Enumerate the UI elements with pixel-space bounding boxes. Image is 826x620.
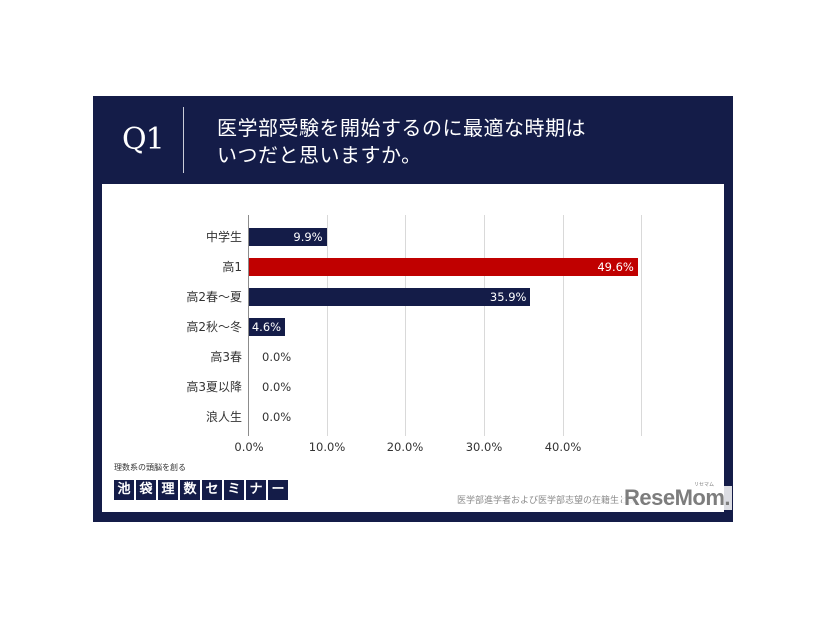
bar: 4.6% [249,318,286,336]
x-tick-label: 10.0% [308,440,346,454]
header-divider [183,107,184,173]
gridline-20 [405,215,406,436]
bar-highlight: 49.6% [249,258,638,276]
category-label: 浪人生 [205,410,242,424]
source-footnote: 医学部進学者および医学部志望の在籍生と保 [457,496,638,506]
bar-value-label: 0.0% [262,410,292,424]
title-line-2: いつだと思いますか。 [217,143,422,167]
x-tick-label: 40.0% [544,440,582,454]
category-label: 高1 [222,260,242,274]
brand-tagline: 理数系の頭脳を創る [114,463,186,472]
y-axis-line [248,215,249,436]
brand-name: 池 袋 理 数 セ ミ ナ ー [114,480,288,500]
brand-char: ミ [224,480,244,500]
bar: 9.9% [249,228,327,246]
x-tick-label: 30.0% [465,440,503,454]
bar-value-label: 49.6% [597,260,634,274]
logo-ruby-text: リセマム [694,482,715,488]
chart-panel [102,184,724,512]
category-label: 高2秋〜冬 [186,320,242,334]
gridline-40 [563,215,564,436]
bar-value-label: 35.9% [489,290,527,304]
category-label: 高3春 [210,350,242,364]
title-line-1: 医学部受験を開始するのに最適な時期は [217,116,586,140]
bar-value-label: 9.9% [293,230,323,244]
question-title: 医学部受験を開始するのに最適な時期は いつだと思いますか。 [217,115,637,169]
brand-char: 袋 [136,480,156,500]
gridline-10 [327,215,328,436]
bar-value-label: 0.0% [262,350,292,364]
bar-value-label: 0.0% [262,380,292,394]
category-label: 中学生 [205,230,242,244]
x-tick-label: 20.0% [386,440,424,454]
category-label: 高3夏以降 [186,380,242,394]
bar: 35.9% [249,288,531,306]
resemom-logo: ReseMom. [622,485,733,510]
gridline-30 [484,215,485,436]
brand-char: 池 [114,480,134,500]
brand-char: セ [202,480,222,500]
brand-char: ナ [246,480,266,500]
gridline-50 [641,215,642,436]
brand-char: 数 [180,480,200,500]
bar-value-label: 4.6% [251,320,282,334]
brand-char: 理 [158,480,178,500]
brand-char: ー [268,480,288,500]
question-number: Q1 [122,122,165,157]
category-label: 高2春〜夏 [186,290,242,304]
x-tick-label: 0.0% [234,440,264,454]
